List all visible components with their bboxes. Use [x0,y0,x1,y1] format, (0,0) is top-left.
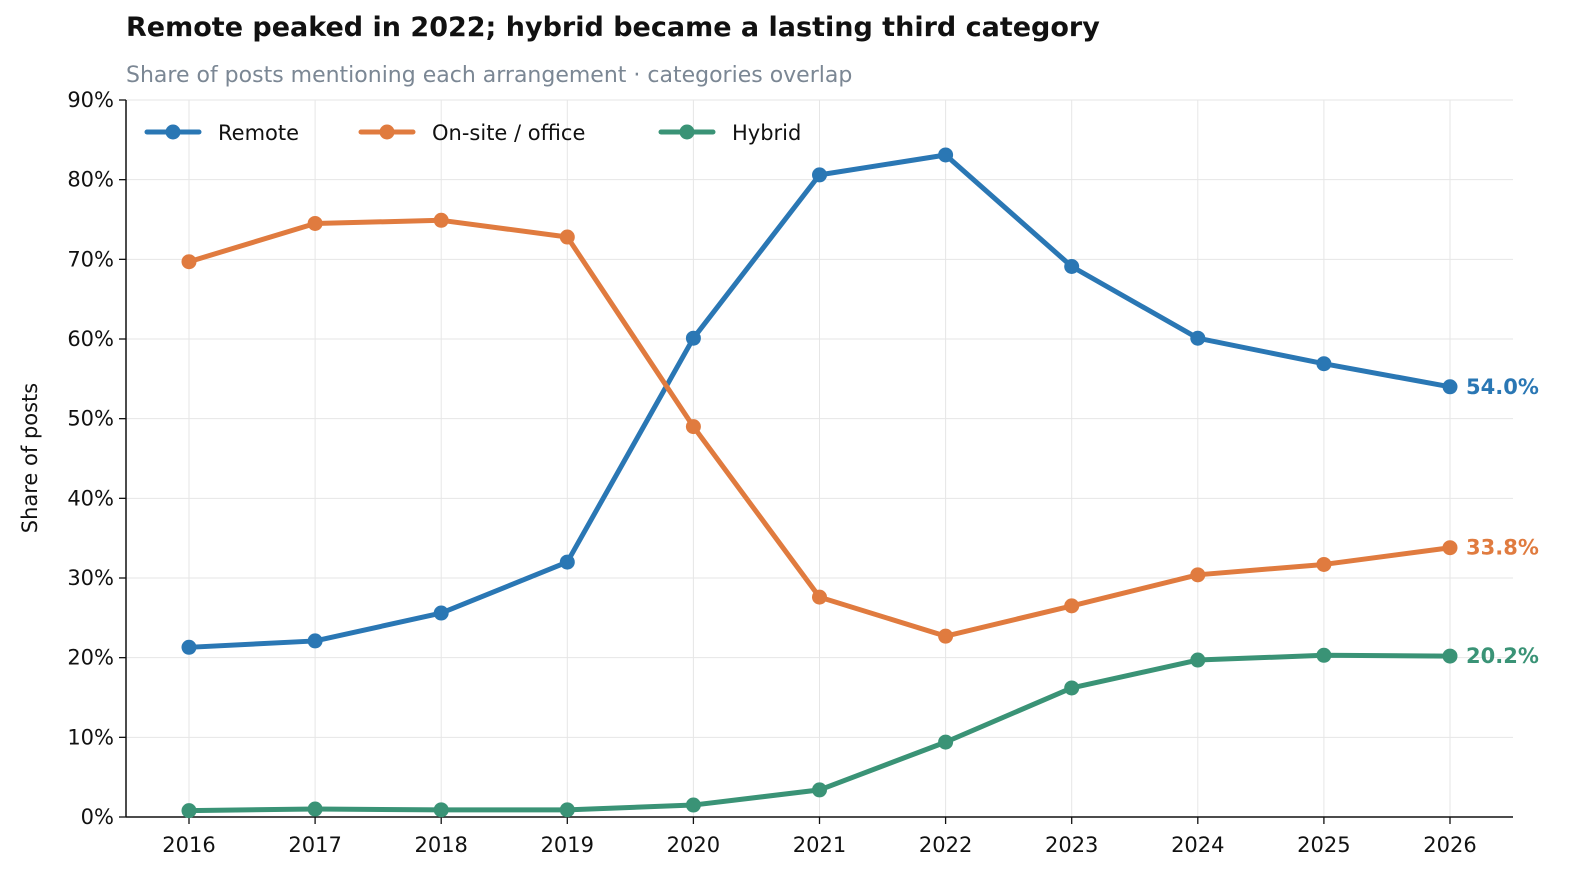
legend-label: On-site / office [432,121,585,145]
data-point-remote [1064,259,1080,275]
series-lines: 54.0% 33.8% 20.2% [181,147,1539,819]
data-point-hybrid [1064,680,1080,696]
y-tick-label: 60% [67,327,114,351]
data-point-remote [307,633,323,649]
data-point-hybrid [938,734,954,750]
data-point-remote [812,167,827,183]
x-tick-label: 2024 [1171,833,1224,857]
y-tick-label: 30% [67,566,114,590]
y-tick-label: 0% [81,805,114,829]
data-point-hybrid [685,797,701,813]
series-on-site-office: 33.8% [181,212,1539,644]
data-point-hybrid [1190,652,1206,668]
x-tick-label: 2021 [793,833,846,857]
data-point-hybrid [181,803,197,819]
legend-item-remote: Remote [144,121,299,145]
data-point-on-site-office [1064,598,1080,614]
y-tick-label: 70% [67,247,114,271]
legend: Remote On-site / office Hybrid [144,121,801,145]
data-point-hybrid [1316,647,1332,663]
data-point-on-site-office [1316,556,1332,572]
legend-swatch-marker [165,124,181,140]
legend-label: Remote [218,121,299,145]
data-point-on-site-office [1190,567,1206,583]
x-tick-label: 2016 [162,833,215,857]
series-remote: 54.0% [181,147,1539,655]
data-point-remote [181,639,197,655]
end-value-label-on-site-office: 33.8% [1466,536,1539,560]
data-point-on-site-office [938,628,954,644]
data-point-on-site-office [181,254,197,270]
x-tick-label: 2022 [919,833,972,857]
legend-label: Hybrid [732,121,801,145]
y-tick-label: 80% [67,168,114,192]
y-tick-label: 10% [67,725,114,749]
data-point-hybrid [812,782,827,798]
data-point-on-site-office [559,229,575,245]
x-tick-label: 2017 [288,833,341,857]
x-tick-label: 2023 [1045,833,1098,857]
x-tick-label: 2025 [1297,833,1350,857]
data-point-remote [1190,330,1206,346]
x-tick-label: 2026 [1423,833,1476,857]
data-point-on-site-office [307,215,323,231]
data-point-remote [938,147,954,163]
end-value-label-remote: 54.0% [1466,375,1539,399]
data-point-remote [559,554,575,570]
chart-title: Remote peaked in 2022; hybrid became a l… [126,12,1100,43]
y-axis-label: Share of posts [18,383,42,534]
series-hybrid: 20.2% [181,644,1539,819]
legend-item-hybrid: Hybrid [658,121,801,145]
end-value-label-hybrid: 20.2% [1466,644,1539,668]
y-tick-label: 20% [67,646,114,670]
axes: 0% 10% 20% 30% 40% 50% 60% 70% 80% 90% 2016 2017 201… [67,88,1513,857]
legend-item-on-site-office: On-site / office [358,121,585,145]
chart-subtitle: Share of posts mentioning each arrangeme… [126,63,853,88]
y-tick-label: 90% [67,88,114,112]
data-point-on-site-office [1442,540,1458,556]
x-tick-label: 2018 [414,833,467,857]
data-point-hybrid [1442,648,1458,664]
data-point-remote [1316,356,1332,372]
data-point-on-site-office [812,589,827,605]
data-point-hybrid [559,802,575,818]
x-tick-label: 2020 [667,833,720,857]
y-tick-label: 40% [67,486,114,510]
data-point-on-site-office [433,212,449,228]
data-point-remote [1442,379,1458,395]
data-point-hybrid [433,802,449,818]
data-point-on-site-office [685,419,701,435]
data-point-hybrid [307,801,323,817]
legend-swatch-marker [379,124,395,140]
data-point-remote [685,330,701,346]
data-point-remote [433,605,449,621]
x-tick-label: 2019 [541,833,594,857]
legend-swatch-marker [679,124,695,140]
y-tick-label: 50% [67,407,114,431]
gridlines [126,99,1513,818]
